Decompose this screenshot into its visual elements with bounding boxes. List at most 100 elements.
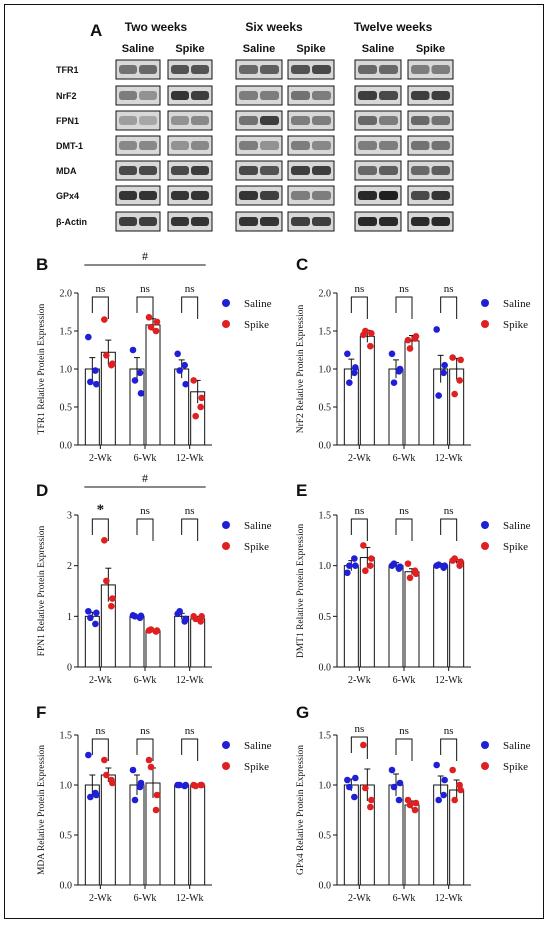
blot-box [287,135,335,156]
blot-band [260,65,279,74]
data-point-saline [182,380,189,388]
significance-label: * [97,502,105,518]
significance-label: ns [399,283,409,295]
x-tick-label: 2-Wk [89,893,112,904]
data-point-saline [396,563,404,570]
data-point-saline [396,779,404,787]
significance-label: ns [185,283,195,295]
blot-band [291,191,310,200]
legend-marker-saline [481,299,489,307]
data-point-saline [346,379,353,386]
y-tick-label: 0.5 [319,403,332,414]
data-point-spike [457,356,464,364]
data-point-saline [433,326,440,333]
data-point-spike [449,766,456,774]
blot-group-label: Saline [243,43,275,55]
legend-marker-saline [481,741,489,749]
chart-panel-f: F 0.0 0.5 1.0 1.5 MDA Relative Protein Expres… [36,703,272,904]
significance-label: ns [399,725,409,737]
blot-box [287,185,335,206]
data-point-spike [152,806,160,814]
blot-protein-label: TFR1 [56,65,79,75]
data-point-saline [441,361,448,369]
significance-bracket [181,296,199,319]
blot-band [431,65,450,74]
data-point-saline [93,791,100,799]
blot-band [411,191,430,200]
significance-bracket [440,296,458,319]
data-point-saline [395,796,403,804]
data-point-spike [147,626,155,633]
data-point-saline [440,369,447,377]
chart-panel-c: C 0.0 0.5 1.0 1.5 2.0 NrF2 Relative Protein Ex… [296,255,531,464]
x-tick-label: 12-Wk [435,453,463,464]
blot-box [167,135,213,156]
blot-protein-label: DMT-1 [56,141,83,151]
panel-letter: C [296,255,308,274]
data-point-spike [147,323,155,331]
legend-label: Saline [244,520,272,532]
legend-marker-saline [222,741,230,749]
panel-letter: E [296,481,307,500]
blot-box [354,211,402,232]
data-point-spike [101,537,108,544]
data-point-spike [109,360,116,367]
data-point-spike [368,555,375,562]
blot-band [358,91,377,100]
legend-marker-saline [481,521,489,529]
data-point-saline [92,367,99,374]
y-tick-label: 1.5 [60,327,73,338]
data-point-spike [406,345,414,352]
data-point-spike [197,403,204,411]
data-point-saline [137,612,145,620]
blot-timepoint-label: Six weeks [245,20,303,34]
blot-band [139,91,157,100]
x-tick-label: 6-Wk [393,893,416,904]
blot-band [139,116,157,125]
x-tick-label: 2-Wk [348,453,371,464]
blot-box [235,59,283,80]
data-point-saline [351,793,358,801]
x-tick-label: 12-Wk [176,893,204,904]
legend-marker-spike [481,542,489,550]
data-point-saline [136,369,144,377]
blot-band [171,217,189,226]
blot-band [312,65,331,74]
blot-band [379,65,398,74]
y-tick-label: 1.0 [319,561,332,572]
blot-band [191,116,209,125]
legend-marker-saline [222,299,230,307]
blot-box [235,110,283,131]
blot-band [191,141,209,150]
data-point-saline [137,390,145,397]
blot-band [139,166,157,175]
blot-box [287,110,335,131]
significance-label: ns [354,283,364,295]
data-point-spike [412,799,420,807]
data-point-spike [406,801,414,809]
blot-box [407,110,454,131]
blot-box [354,59,402,80]
chart-panel-g: G 0.0 0.5 1.0 1.5 GPx4 Relative Protein Expre… [296,703,531,904]
data-point-saline [441,562,448,569]
blot-band [191,166,209,175]
data-point-saline [92,620,99,628]
blot-band [291,65,310,74]
data-point-saline [396,365,404,373]
blot-band [379,141,398,150]
x-tick-label: 6-Wk [134,453,157,464]
data-point-spike [153,791,161,799]
blot-band [411,91,430,100]
blot-box [167,110,213,131]
data-point-spike [192,412,199,420]
blot-band [239,91,258,100]
blot-box [407,211,454,232]
y-tick-label: 1.5 [319,731,332,742]
significance-bracket [350,296,368,319]
significance-bracket [395,518,413,541]
significance-label: ns [354,505,364,517]
blot-band [119,141,137,150]
legend-label: Saline [244,298,272,310]
blot-band [260,191,279,200]
